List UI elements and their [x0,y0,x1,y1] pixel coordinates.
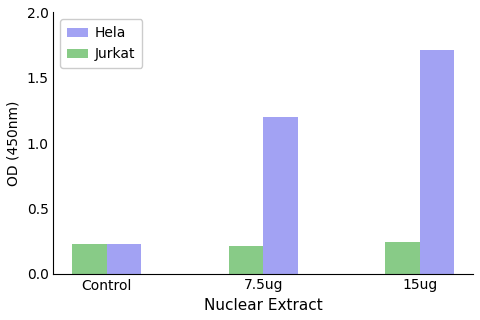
Y-axis label: OD (450nm): OD (450nm) [7,100,21,186]
Bar [420,50,454,274]
Bar [72,244,107,274]
X-axis label: Nuclear Extract: Nuclear Extract [204,298,323,313]
Bar [263,117,298,274]
Legend: Hela, Jurkat: Hela, Jurkat [60,20,143,68]
Bar [229,246,263,274]
Bar [385,242,420,274]
Bar [107,244,141,274]
